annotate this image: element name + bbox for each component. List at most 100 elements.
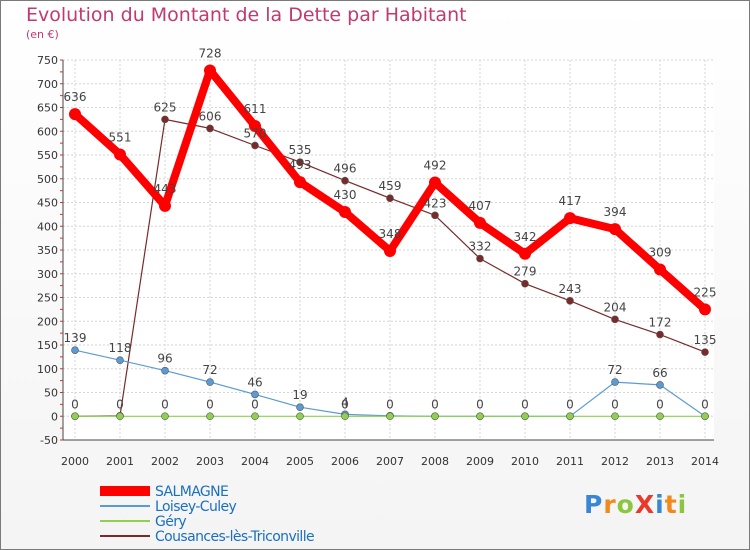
data-label: 728 [199,46,222,60]
data-point [116,356,124,365]
data-point [206,378,214,386]
data-point [656,412,664,421]
y-tick-label: 50 [44,387,58,400]
x-tick-label: 2014 [691,455,719,468]
x-tick-label: 2006 [331,455,359,468]
y-tick-label: 0 [51,410,58,423]
data-label: 0 [161,397,169,411]
data-point [71,412,79,421]
data-label: 535 [289,143,312,157]
x-tick-label: 2009 [466,455,494,468]
data-point [296,158,304,166]
data-label: 606 [199,109,222,123]
data-label: 66 [652,366,667,380]
x-tick-label: 2005 [286,455,314,468]
x-tick-label: 2000 [61,455,89,468]
data-label: 0 [251,397,259,411]
data-label: 0 [71,397,79,411]
legend-swatch [100,486,150,496]
y-tick-label: 150 [37,339,58,352]
y-tick-label: -50 [40,434,58,447]
data-label: 72 [202,363,217,377]
chart-subtitle: (en €) [26,28,59,41]
data-point [206,124,214,133]
data-point [384,244,396,257]
data-point [611,315,619,324]
data-label: 0 [116,397,124,411]
data-label: 0 [431,397,439,411]
x-tick-label: 2008 [421,455,449,468]
data-point [206,412,214,421]
data-label: 407 [469,199,492,213]
data-point [116,412,124,421]
data-point [431,412,439,421]
data-label: 443 [154,182,177,196]
data-label: 625 [154,100,177,114]
data-label: 348 [379,227,402,241]
data-label: 551 [109,131,132,145]
proxiti-logo: ProXiti [584,490,688,519]
data-point [251,412,259,421]
data-point [701,412,709,421]
y-tick-label: 550 [37,149,58,162]
data-point [521,412,529,421]
data-point [611,412,619,421]
legend-swatch [100,535,150,537]
data-label: 0 [206,397,214,411]
data-point [429,176,441,189]
y-tick-label: 250 [37,292,58,305]
data-point [566,412,574,421]
data-point [521,279,529,288]
x-tick-label: 2002 [151,455,179,468]
data-point [161,115,169,124]
data-point [656,330,664,339]
data-label: 225 [694,285,717,299]
x-tick-label: 2004 [241,455,269,468]
legend-label: Cousances-lès-Triconville [155,529,315,545]
data-label: 493 [289,158,312,172]
y-tick-label: 650 [37,102,58,115]
data-point [609,223,621,236]
y-tick-label: 100 [37,363,58,376]
data-point [339,206,351,218]
data-label: 570 [244,127,267,141]
x-tick-label: 2007 [376,455,404,468]
data-label: 4 [341,395,349,409]
data-label: 636 [64,90,87,104]
y-tick-label: 700 [37,78,58,91]
data-label: 0 [701,397,709,411]
data-point [386,194,394,203]
data-label: 0 [521,397,529,411]
data-label: 496 [334,162,357,176]
data-label: 243 [559,282,582,296]
data-label: 46 [247,375,262,389]
data-point [341,412,349,421]
data-point [654,263,666,276]
data-point [251,141,259,150]
x-tick-label: 2013 [646,455,674,468]
data-point [159,199,171,212]
y-tick-label: 200 [37,315,58,328]
data-label: 96 [157,352,172,366]
data-point [476,254,484,263]
data-point [296,412,304,421]
y-tick-label: 350 [37,244,58,257]
data-point [341,176,349,185]
data-label: 72 [607,363,622,377]
data-point [701,348,709,356]
y-tick-label: 500 [37,173,58,186]
data-label: 19 [292,388,307,402]
data-point [249,120,261,133]
data-label: 332 [469,240,492,254]
data-point [71,346,79,355]
data-point [386,412,394,421]
data-point [566,297,574,305]
data-label: 492 [424,159,447,173]
data-label: 0 [656,397,664,411]
x-tick-label: 2003 [196,455,224,468]
data-point [251,390,259,399]
data-label: 0 [611,397,619,411]
legend-swatch [100,520,150,522]
y-tick-label: 300 [37,268,58,281]
data-point [69,108,81,121]
